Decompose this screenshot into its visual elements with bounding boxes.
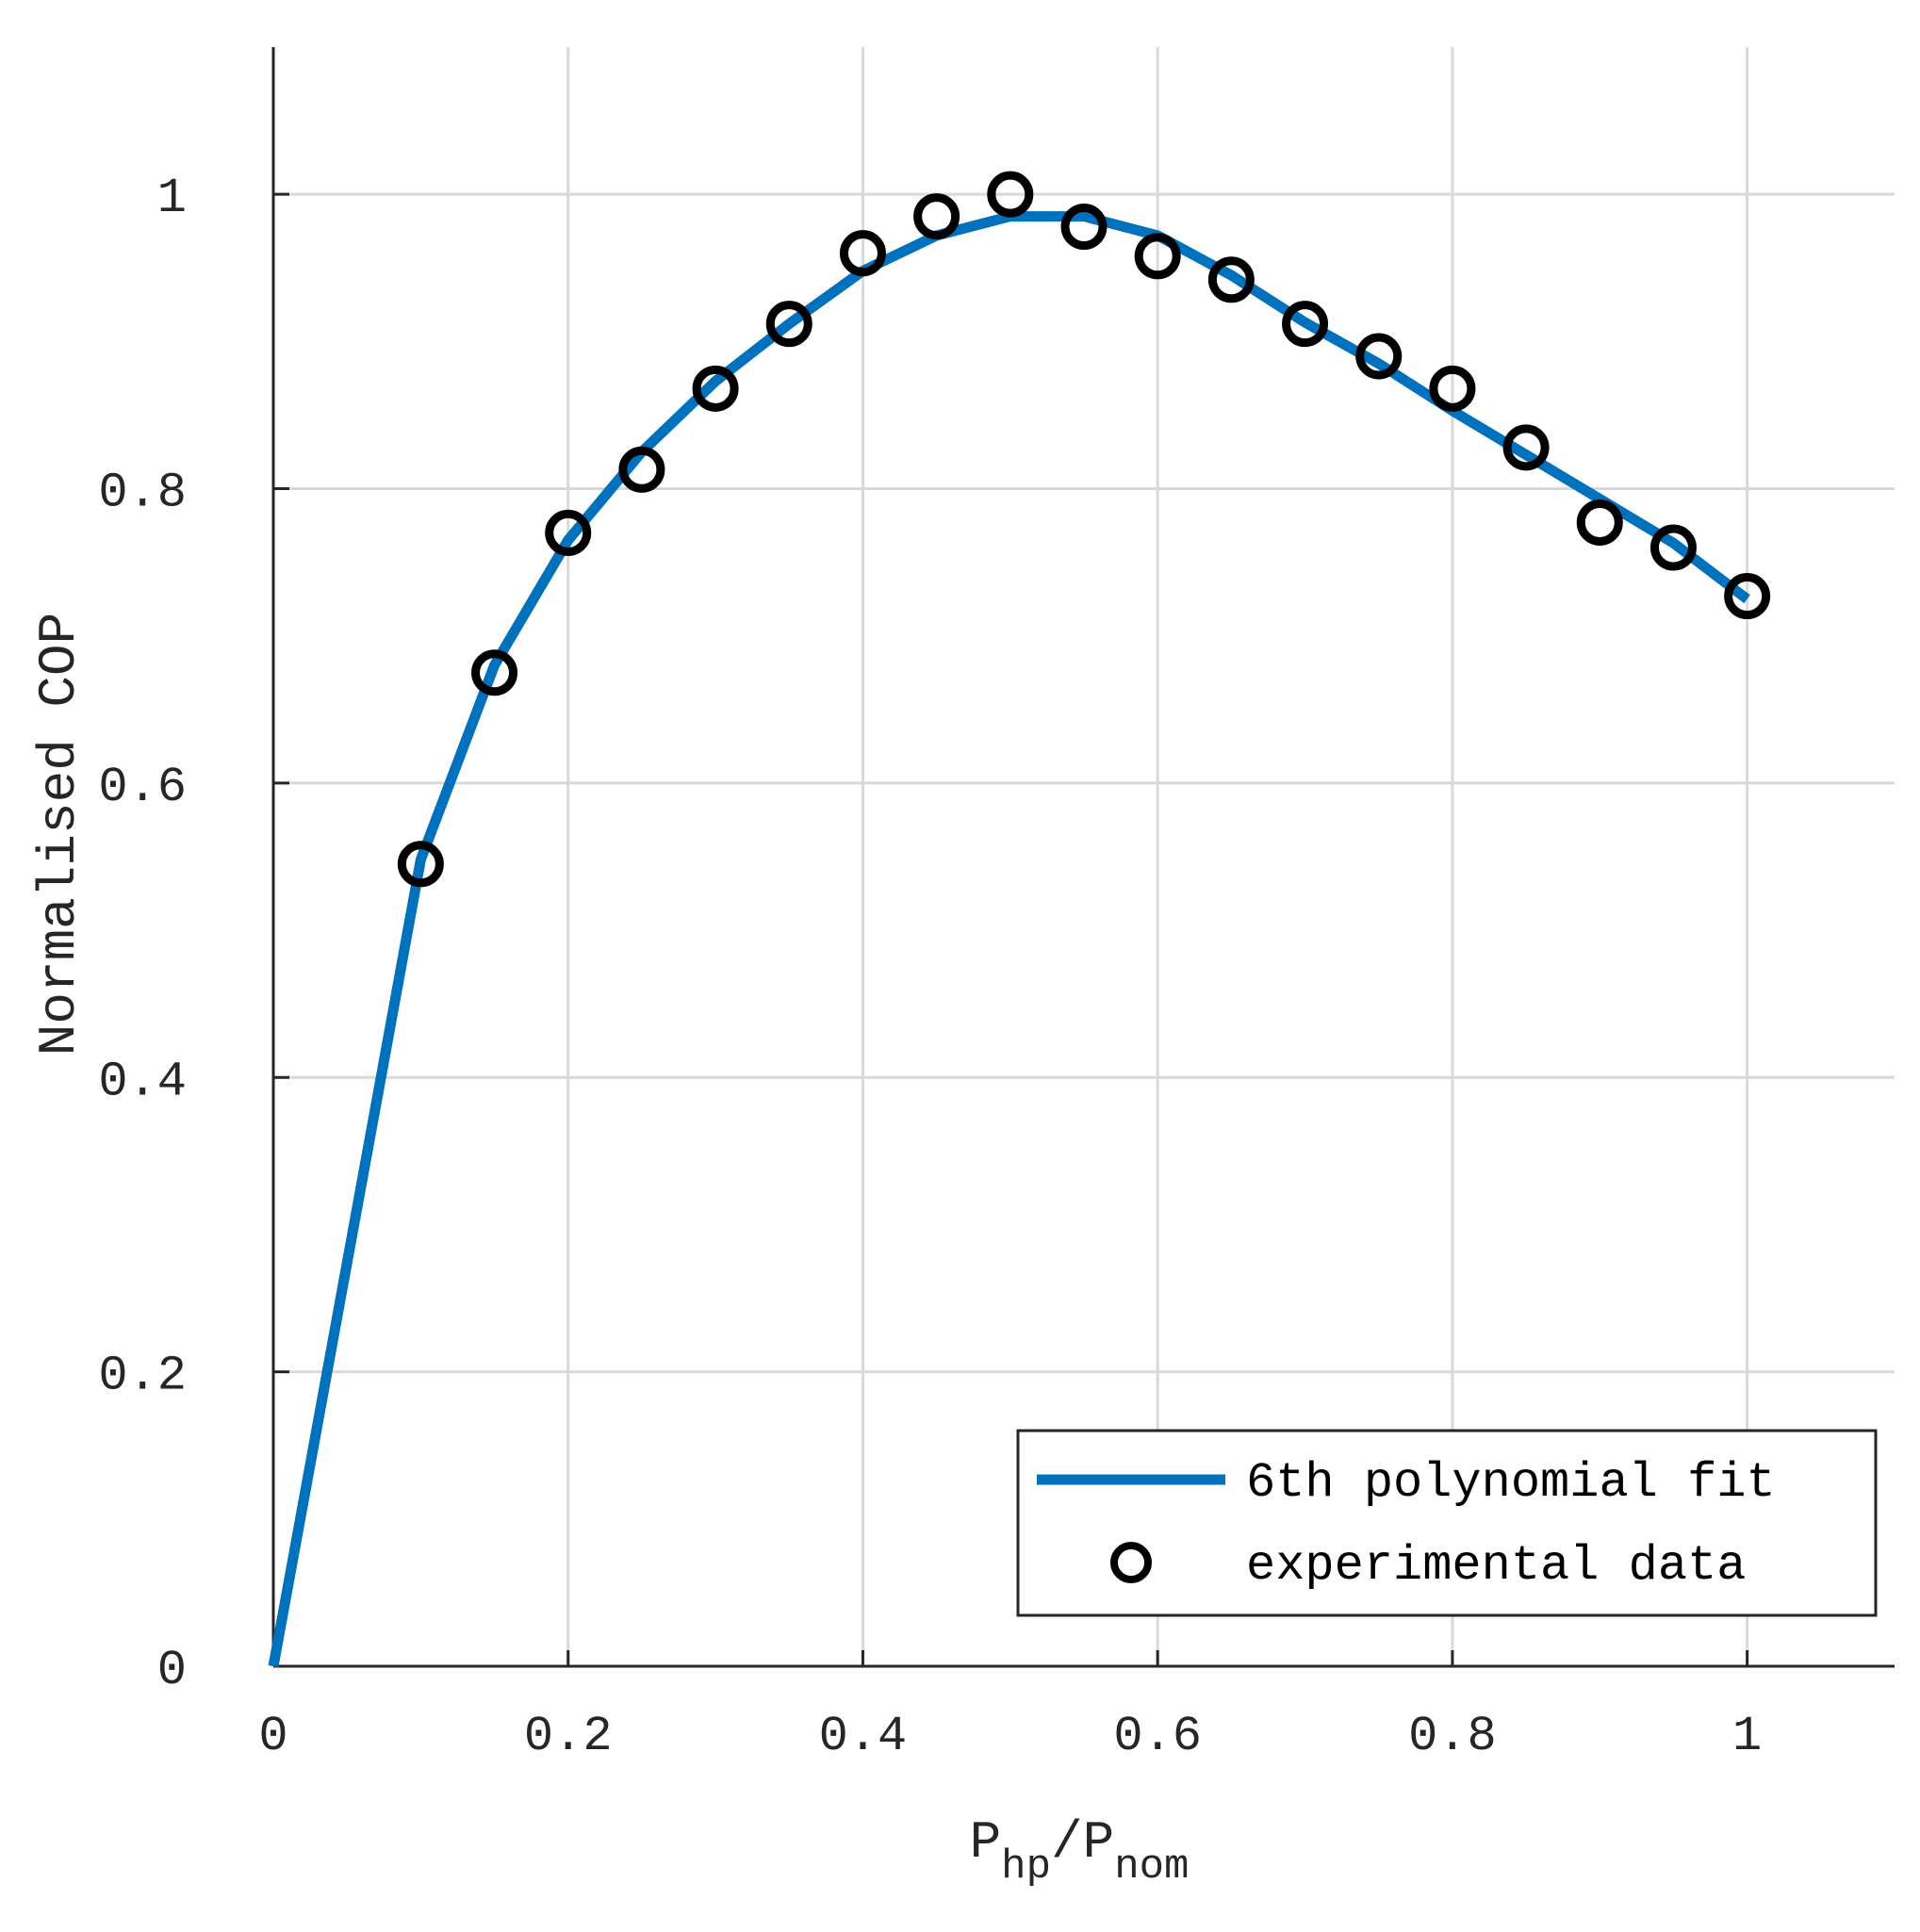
x-tick-label: 0.6 <box>1113 1709 1202 1764</box>
y-tick-label: 0.6 <box>98 760 187 815</box>
data-point <box>1429 365 1476 412</box>
y-axis-label: Normalised COP <box>29 613 90 1056</box>
y-tick-label: 0.4 <box>98 1054 187 1109</box>
data-point <box>397 841 444 888</box>
data-point <box>1649 524 1697 571</box>
legend-label-fit: 6th polynomial fit <box>1246 1455 1776 1511</box>
data-point <box>1282 301 1329 348</box>
data-point <box>1724 573 1771 620</box>
data-point <box>692 365 739 412</box>
data-point <box>913 193 960 240</box>
tick-labels: 0 0.2 0.4 0.6 0.8 1 0 0.2 0.4 0.6 0.8 1 <box>98 171 1762 1764</box>
axes <box>271 47 1895 1668</box>
data-point <box>1060 204 1108 251</box>
data-point <box>1207 256 1255 303</box>
fit-line <box>268 211 1750 1667</box>
plot-area <box>268 171 1771 1667</box>
x-tick-label: 0.8 <box>1408 1709 1497 1764</box>
data-point <box>545 509 592 556</box>
legend-marker-swatch <box>1110 1542 1152 1583</box>
legend-label-data: experimental data <box>1246 1538 1747 1594</box>
x-tick-label: 0.2 <box>524 1709 613 1764</box>
x-axis-label-sub1: hp <box>1001 1843 1051 1891</box>
legend-box <box>1016 1429 1878 1617</box>
x-tick-label: 1 <box>1732 1709 1762 1764</box>
x-axis-label-base: P <box>970 1812 1002 1873</box>
legend: 6th polynomial fit experimental data <box>1016 1429 1878 1617</box>
data-point <box>471 649 518 696</box>
y-tick-label: 0 <box>157 1643 187 1698</box>
x-tick-label: 0.4 <box>819 1709 908 1764</box>
x-tick-label: 0 <box>258 1709 287 1764</box>
y-tick-label: 0.8 <box>98 466 187 521</box>
y-tick-label: 1 <box>157 171 187 226</box>
data-point <box>839 230 886 277</box>
data-point <box>1355 333 1403 380</box>
y-tick-label: 0.2 <box>98 1349 187 1404</box>
data-point <box>1576 499 1623 546</box>
x-axis-label-sep: / <box>1051 1812 1083 1873</box>
data-point <box>987 171 1034 218</box>
x-axis-label: Php/Pnom <box>970 1812 1190 1891</box>
x-axis-label-sub2: nom <box>1114 1843 1189 1891</box>
data-point <box>1134 233 1181 280</box>
x-axis-label-base2: P <box>1083 1812 1115 1873</box>
data-point <box>765 301 812 348</box>
data-point <box>618 446 665 493</box>
data-point <box>1502 424 1550 471</box>
grid <box>271 47 1895 1668</box>
